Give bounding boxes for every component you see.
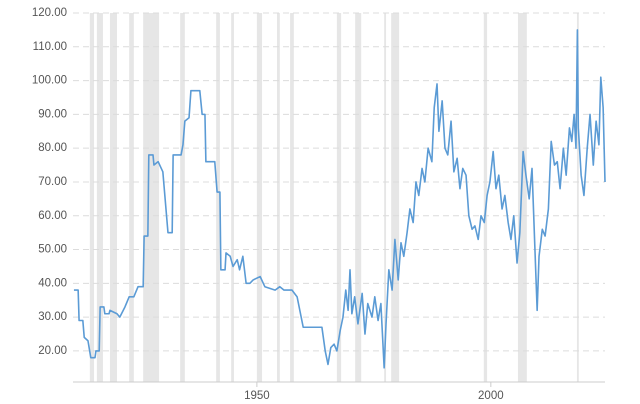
y-tick-label: 50.00 (38, 244, 67, 256)
shaded-period (89, 13, 95, 382)
shaded-period (143, 13, 160, 382)
y-tick-label: 40.00 (38, 277, 67, 289)
shaded-period (517, 13, 527, 382)
shaded-period (576, 13, 579, 382)
y-tick-label: 20.00 (38, 345, 67, 357)
y-tick-label: 60.00 (38, 210, 67, 222)
shaded-period (180, 13, 185, 382)
y-tick-label: 80.00 (38, 142, 67, 154)
y-tick-label: 110.00 (33, 41, 67, 53)
data-line (73, 29, 606, 369)
y-tick-label: 120.00 (32, 7, 67, 19)
shaded-period (256, 13, 263, 382)
y-tick-label: 30.00 (38, 311, 67, 323)
y-tick-label: 90.00 (38, 108, 67, 120)
y-tick-label: 100.00 (32, 75, 67, 87)
x-tick-label: 2000 (478, 390, 504, 402)
y-tick-label: 70.00 (38, 176, 67, 188)
shaded-period (384, 13, 387, 382)
shaded-period (336, 13, 342, 382)
shaded-period (96, 13, 103, 382)
shaded-period (231, 13, 234, 382)
x-tick-label: 1950 (244, 390, 270, 402)
shaded-period (129, 13, 134, 382)
shaded-period (355, 13, 362, 382)
shaded-period (483, 13, 488, 382)
shaded-period (290, 13, 294, 382)
shaded-period (216, 13, 220, 382)
shaded-period (391, 13, 400, 382)
shaded-period (109, 13, 117, 382)
shaded-period (277, 13, 280, 382)
